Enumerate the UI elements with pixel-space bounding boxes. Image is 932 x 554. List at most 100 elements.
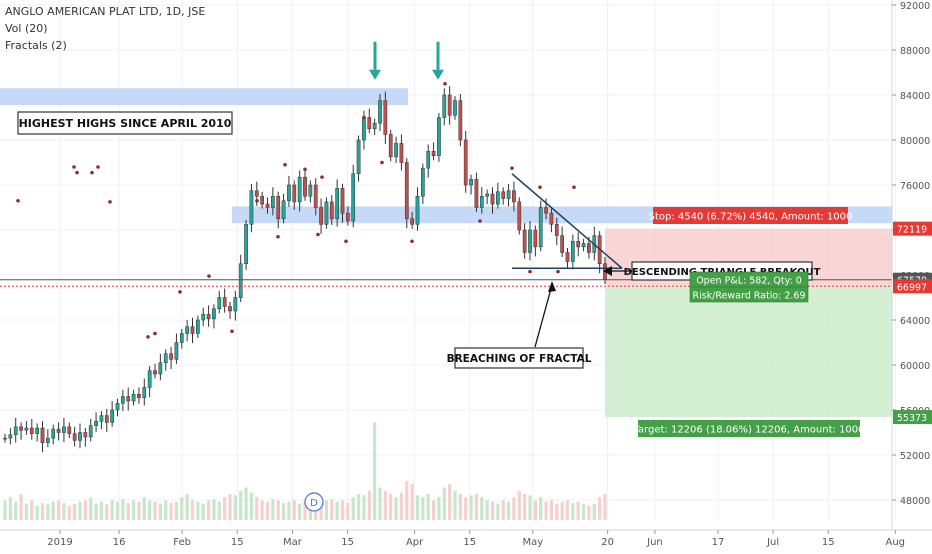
time-tick-label: 20: [601, 537, 614, 548]
volume-bar: [474, 494, 479, 520]
candle-body: [254, 190, 259, 197]
price-tick-label: 92000: [900, 1, 930, 12]
legend-fractals[interactable]: Fractals (2): [5, 39, 67, 52]
candle-body: [104, 415, 109, 423]
volume-bar: [271, 499, 275, 520]
volume-bar: [399, 492, 404, 520]
volume-bar: [121, 499, 125, 520]
down-arrow-head: [432, 69, 444, 80]
fractal-dot: [478, 219, 482, 223]
price-axis[interactable]: 4800052000560006000064000680007200076000…: [891, 0, 932, 530]
candle-body: [72, 433, 77, 441]
legend-volume[interactable]: Vol (20): [5, 22, 48, 35]
candle-body: [469, 179, 473, 186]
price-tick-label: 60000: [900, 361, 930, 372]
volume-bar: [115, 501, 120, 520]
legend-symbol[interactable]: ANGLO AMERICAN PLAT LTD, 1D, JSE: [5, 5, 206, 18]
volume-bar: [389, 494, 393, 520]
time-axis[interactable]: 2019 16 Feb 15 Mar 15 Apr 15 May 20 Jun 17 Jul 15 Aug: [0, 529, 932, 548]
volume-bar: [206, 500, 211, 520]
candle-body: [13, 426, 18, 435]
stop-tag-bg: [653, 207, 848, 224]
candle-body: [99, 415, 104, 422]
dividend-marker-text: D: [310, 498, 318, 509]
volume-bar: [485, 500, 489, 520]
volume-bar: [148, 500, 152, 520]
volume-bar: [255, 497, 259, 520]
volume-bar: [137, 501, 141, 520]
volume-bar: [158, 503, 162, 520]
rr-tag-bg: [689, 286, 809, 303]
candle-body: [228, 306, 232, 312]
time-tick-label: 2019: [47, 537, 72, 548]
candle-body: [292, 184, 297, 203]
candle-body: [303, 176, 307, 197]
candle-body: [131, 394, 136, 402]
volume-bar: [287, 501, 291, 520]
volume-bar: [346, 503, 350, 520]
dividend-marker[interactable]: D: [304, 492, 324, 512]
volume-bar: [314, 503, 318, 520]
candle-body: [517, 201, 522, 231]
price-tick-label: 80000: [900, 136, 930, 147]
volume-bar: [142, 497, 146, 520]
candle-body: [29, 427, 34, 434]
pnl-tag-text: Open P&L: 582, Qty: 0: [696, 276, 802, 287]
candle-body: [276, 196, 281, 219]
volume-bar: [298, 503, 302, 520]
volume-bar: [126, 503, 130, 520]
time-tick-label: 15: [341, 537, 354, 548]
highest-highs-label-text: HIGHEST HIGHS SINCE APRIL 2010: [19, 117, 232, 130]
time-tick-label: Aug: [886, 537, 906, 548]
candle-body: [142, 387, 147, 398]
volume-bar: [544, 501, 548, 520]
candle-body: [40, 427, 45, 443]
overlays: HIGHEST HIGHS SINCE APRIL 2010 BREACHING …: [0, 41, 892, 512]
volume-bar: [249, 492, 254, 520]
highest-highs-label-bg: [17, 111, 233, 135]
price-tick-label: 52000: [900, 451, 930, 462]
candle-body: [78, 432, 82, 441]
stop-price-tag-text: 72119: [897, 225, 927, 236]
time-tick-label: Feb: [173, 537, 191, 548]
volume-bar: [105, 504, 109, 520]
candle-body: [447, 94, 452, 116]
resistance-zone-top: [0, 88, 408, 106]
fractal-dot: [556, 269, 560, 274]
volume-bar: [356, 494, 361, 520]
volume-bar: [410, 484, 414, 520]
candle-body: [94, 421, 98, 426]
candle-body: [56, 428, 61, 433]
volume-bar: [8, 497, 12, 520]
time-tick-label: Jul: [766, 537, 779, 548]
candle-body: [190, 326, 195, 334]
volume-bar: [448, 484, 452, 520]
volume-bar: [303, 501, 307, 520]
candle-body: [110, 409, 114, 423]
candle-body: [340, 188, 345, 214]
candle-body: [222, 297, 227, 307]
candle-body: [67, 426, 72, 434]
volume-bar: [367, 490, 371, 520]
fractal-dot: [538, 185, 542, 190]
candle-body: [522, 229, 527, 253]
volume-bar: [292, 500, 296, 520]
fractal-dot: [528, 269, 532, 274]
entry-price-tag-text: 66997: [897, 282, 927, 293]
breaching-fractal-label-text: BREACHING OF FRACTAL: [447, 353, 592, 365]
volume-bar: [480, 497, 484, 520]
volume-bar: [539, 497, 543, 520]
volume-bar: [453, 490, 457, 520]
fractal-dot: [108, 200, 112, 204]
time-tick-label: 17: [712, 537, 725, 548]
volume-bar: [164, 500, 168, 520]
volume-bar: [324, 500, 329, 520]
candle-body: [421, 167, 425, 197]
volume-bar: [244, 487, 248, 520]
fractal-dot: [207, 274, 211, 278]
target-tag-text: Target: 12206 (18.06%) 12206, Amount: 10…: [632, 425, 864, 436]
candle-body: [319, 207, 323, 225]
candle-body: [3, 437, 7, 440]
